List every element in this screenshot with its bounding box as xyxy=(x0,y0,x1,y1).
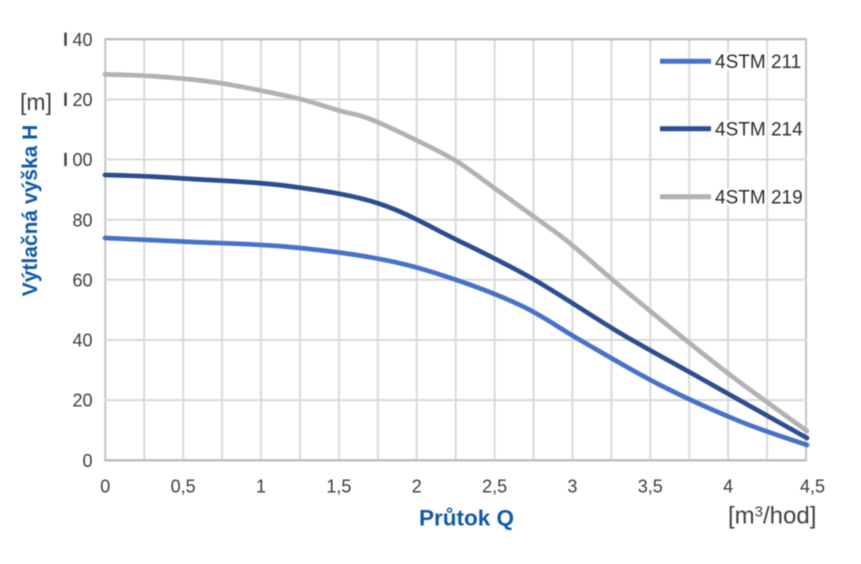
svg-text:4: 4 xyxy=(723,477,733,497)
svg-text:60: 60 xyxy=(72,270,92,290)
svg-text:1: 1 xyxy=(256,477,266,497)
svg-text:[m3/hod]: [m3/hod] xyxy=(728,503,816,530)
svg-text:Průtok Q: Průtok Q xyxy=(419,506,514,531)
svg-text:00: 00 xyxy=(72,150,92,170)
svg-text:80: 80 xyxy=(72,210,92,230)
svg-text:[m]: [m] xyxy=(20,89,52,115)
svg-text:2: 2 xyxy=(412,477,422,497)
svg-text:20: 20 xyxy=(72,391,92,411)
svg-text:40: 40 xyxy=(72,331,92,351)
svg-text:20: 20 xyxy=(72,90,92,110)
svg-text:3: 3 xyxy=(567,477,577,497)
svg-text:Výtlačná výška H: Výtlačná výška H xyxy=(19,125,42,297)
svg-text:40: 40 xyxy=(72,30,92,50)
svg-text:4STM 211: 4STM 211 xyxy=(715,52,801,73)
svg-text:4,5: 4,5 xyxy=(800,477,825,497)
svg-text:4STM 219: 4STM 219 xyxy=(715,188,803,209)
svg-text:3,5: 3,5 xyxy=(638,477,663,497)
svg-text:2,5: 2,5 xyxy=(482,477,507,497)
svg-text:0: 0 xyxy=(82,451,92,471)
svg-text:0,5: 0,5 xyxy=(171,477,196,497)
svg-text:0: 0 xyxy=(100,477,110,497)
svg-text:1,5: 1,5 xyxy=(326,477,351,497)
svg-text:4STM 214: 4STM 214 xyxy=(715,120,803,141)
